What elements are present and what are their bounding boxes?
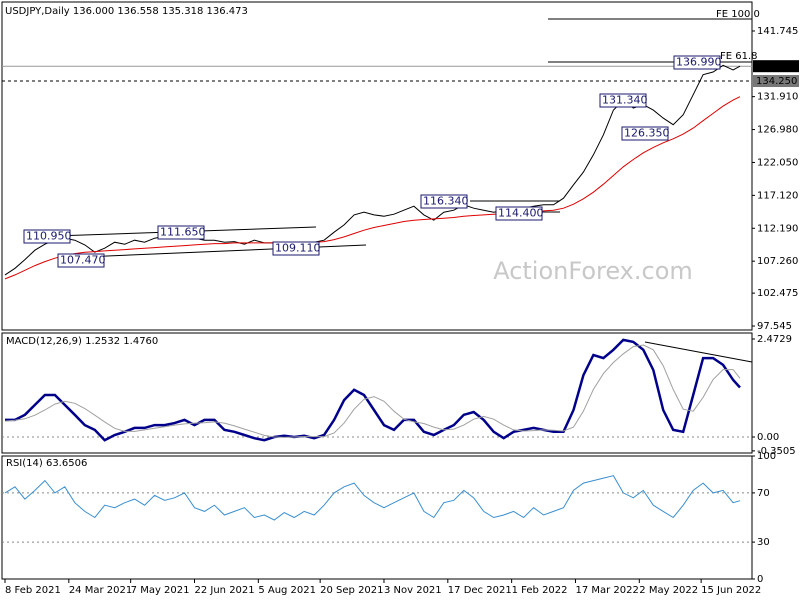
- y-tick-label: 112.190: [757, 223, 798, 234]
- price-tag: [753, 60, 799, 73]
- y-tick-label: 117.120: [757, 190, 798, 201]
- y-tick-label: -0.3505: [757, 446, 796, 457]
- fib-label: FE 61.8: [720, 51, 758, 62]
- price-tag: [753, 75, 799, 88]
- x-tick-label: 7 May 2021: [131, 585, 190, 596]
- main-panel: [1, 1, 753, 331]
- annotation-box: [272, 241, 320, 256]
- annotation-box: [495, 206, 543, 221]
- y-tick-label: 0: [757, 574, 763, 585]
- annotation: 131.340: [602, 94, 648, 107]
- y-tick-label: 122.050: [757, 157, 798, 168]
- x-tick-label: 5 Aug 2021: [258, 585, 316, 596]
- y-tick-label: 131.910: [757, 92, 798, 103]
- y-tick-label: 70: [757, 488, 770, 499]
- annotation: 136.990: [676, 56, 722, 69]
- x-tick-label: 22 Jun 2021: [194, 585, 254, 596]
- x-tick-label: 17 Mar 2022: [575, 585, 638, 596]
- trend-line: [644, 341, 753, 363]
- annotation-box: [599, 93, 647, 108]
- series-line: [4, 475, 741, 521]
- y-tick-label: 126.980: [757, 125, 798, 136]
- y-tick-label: 102.475: [757, 288, 798, 299]
- y-tick-label: 100: [757, 451, 776, 462]
- x-tick-label: 17 Dec 2021: [448, 585, 512, 596]
- macd-title: MACD(12,26,9) 1.2532 1.4760: [6, 336, 158, 347]
- annotation-box: [621, 126, 669, 141]
- price-tag-label: 136.473: [756, 61, 797, 72]
- rsi-title: RSI(14) 63.6506: [6, 458, 87, 469]
- x-tick-label: 2 May 2022: [639, 585, 698, 596]
- annotation: 116.340: [423, 195, 469, 208]
- annotation: 107.470: [60, 254, 106, 267]
- annotation: 110.950: [26, 230, 72, 243]
- annotation-box: [57, 253, 105, 268]
- x-tick-label: 3 Nov 2021: [384, 585, 442, 596]
- y-tick-label: 0.00: [757, 432, 779, 443]
- annotation-box: [23, 229, 71, 244]
- x-tick-label: 1 Feb 2022: [512, 585, 568, 596]
- x-tick-label: 24 Mar 2021: [69, 585, 132, 596]
- x-tick-label: 8 Feb 2021: [5, 585, 61, 596]
- rsi-panel: [1, 455, 753, 580]
- y-tick-label: 141.745: [757, 26, 798, 37]
- y-tick-label: 2.4729: [757, 334, 792, 345]
- annotation: 111.650: [160, 226, 206, 239]
- y-tick-label: 97.545: [757, 321, 792, 332]
- annotation: 126.350: [624, 127, 670, 140]
- annotation-box: [420, 194, 468, 209]
- y-tick-label: 107.260: [757, 256, 798, 267]
- macd-panel: [1, 332, 753, 454]
- watermark: ActionForex.com: [493, 257, 693, 285]
- x-tick-label: 15 Jun 2022: [701, 585, 761, 596]
- price-tag-label: 134.250: [756, 76, 797, 87]
- series-line: [4, 96, 741, 280]
- series-line: [4, 344, 741, 438]
- annotation: 109.110: [275, 242, 321, 255]
- series-line: [5, 338, 741, 442]
- annotation: 114.400: [498, 207, 544, 220]
- x-tick-label: 20 Sep 2021: [320, 585, 383, 596]
- chart-title: USDJPY,Daily 136.000 136.558 135.318 136…: [5, 6, 248, 17]
- annotation-box: [157, 225, 205, 240]
- y-tick-label: 30: [757, 537, 770, 548]
- fib-label: FE 100.0: [716, 9, 760, 20]
- annotation-box: [673, 55, 721, 70]
